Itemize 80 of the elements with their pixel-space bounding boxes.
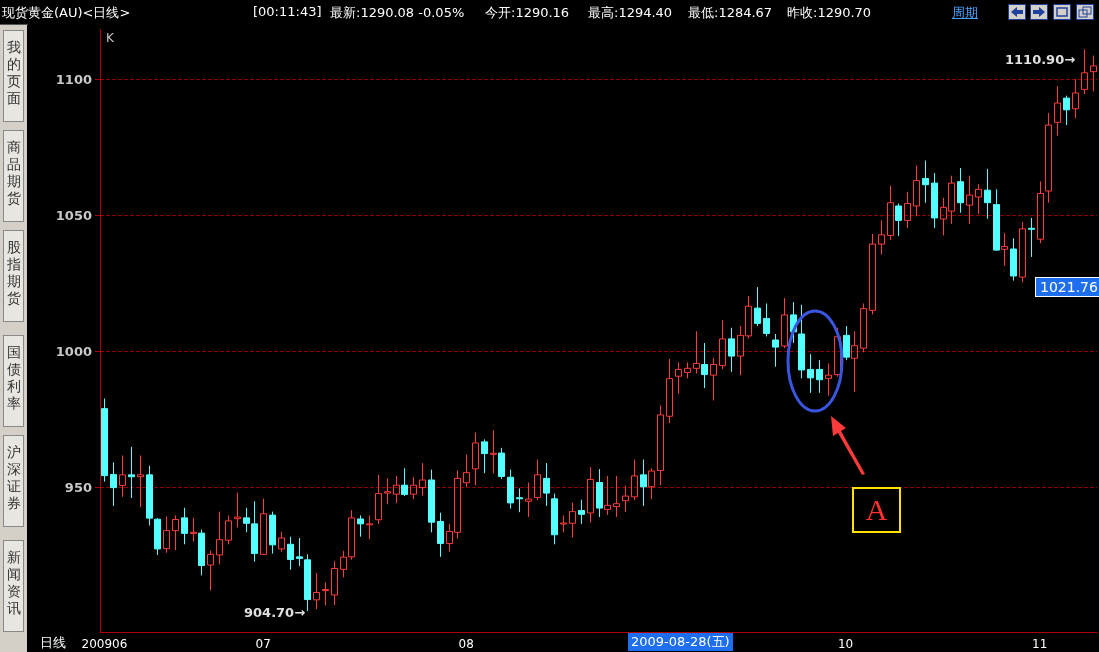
tab: 股指期货 — [3, 230, 24, 322]
x-tick-label: 08 — [458, 637, 474, 651]
candlestick — [428, 469, 435, 533]
candlestick — [525, 481, 532, 518]
candlestick — [322, 581, 329, 607]
candlestick — [366, 514, 373, 540]
candlestick — [922, 159, 929, 204]
y-tick-label: 1050 — [55, 207, 92, 223]
text: 日线 — [40, 634, 66, 652]
candlestick — [816, 359, 823, 394]
candlestick — [304, 553, 311, 612]
candlestick — [543, 462, 550, 507]
candlestick — [1090, 55, 1097, 92]
candlestick — [384, 477, 391, 505]
candlestick — [825, 362, 832, 397]
candlestick — [578, 499, 585, 525]
candlestick — [516, 487, 523, 513]
candlestick — [640, 459, 647, 507]
candlestick — [375, 474, 382, 525]
tab: 我的页面 — [3, 30, 24, 122]
candlestick — [613, 475, 620, 518]
candlestick — [622, 485, 629, 513]
chart-title: 现货黄金(AU)<日线> — [2, 4, 131, 22]
candlestick — [728, 327, 735, 373]
annotation: K — [106, 31, 114, 45]
candlestick — [1072, 78, 1079, 119]
text: 周期 — [952, 4, 978, 22]
candlestick — [913, 165, 920, 217]
candlestick — [878, 219, 885, 255]
candlestick — [851, 330, 858, 393]
text: 昨收:1290.70 — [787, 4, 872, 22]
candlestick — [490, 429, 497, 474]
candlestick — [181, 507, 188, 545]
candlestick — [119, 454, 126, 498]
candlestick — [957, 167, 964, 214]
text: 最低:1284.67 — [688, 4, 773, 22]
text: [00:11:43] — [253, 4, 322, 19]
candlestick — [463, 454, 470, 488]
tab: 国债利率 — [3, 335, 24, 427]
annotation: A — [852, 487, 901, 533]
candlestick — [331, 560, 338, 606]
candlestick — [472, 432, 479, 486]
candlestick — [984, 168, 991, 220]
x-tick-label: 200906 — [81, 637, 128, 651]
tab: 新闻资讯 — [3, 540, 24, 632]
annotation: 1021.76 — [1035, 277, 1099, 297]
candlestick — [110, 461, 117, 507]
candlestick — [1028, 217, 1035, 258]
x-tick-label: 10 — [837, 637, 854, 651]
candlestick — [701, 342, 708, 389]
candlestick — [807, 353, 814, 394]
candlestick — [101, 398, 108, 483]
candlestick — [137, 454, 144, 508]
tab: 沪深证券 — [3, 435, 24, 527]
annotation: 904.70→ — [244, 605, 306, 620]
candlestick — [931, 172, 938, 229]
candlestick — [190, 517, 197, 543]
candlestick — [172, 514, 179, 551]
y-tick-label: 1100 — [55, 71, 92, 87]
annotation: 1110.90→ — [1005, 52, 1076, 67]
candlestick — [966, 175, 973, 225]
y-tick-label: 950 — [64, 480, 92, 496]
text: 最高:1294.40 — [588, 4, 673, 22]
text: 2009-08-28(五) — [628, 633, 733, 651]
text: 最新:1290.08 -0.05% — [330, 4, 465, 22]
candlestick — [419, 462, 426, 497]
x-tick-label: 07 — [255, 637, 271, 651]
candlestick — [128, 446, 135, 499]
tab: 商品期货 — [3, 130, 24, 222]
candlestick — [481, 438, 488, 474]
candlestick — [1001, 232, 1008, 267]
candlestick — [975, 183, 982, 215]
candlestick — [604, 475, 611, 516]
text: 今开:1290.16 — [485, 4, 570, 22]
x-tick-label: 11 — [1032, 637, 1048, 651]
candlestick — [675, 361, 682, 395]
y-tick-label: 1000 — [55, 343, 92, 359]
candlestick — [163, 516, 170, 554]
candlestick — [1054, 85, 1061, 137]
candlestick — [1045, 112, 1052, 204]
